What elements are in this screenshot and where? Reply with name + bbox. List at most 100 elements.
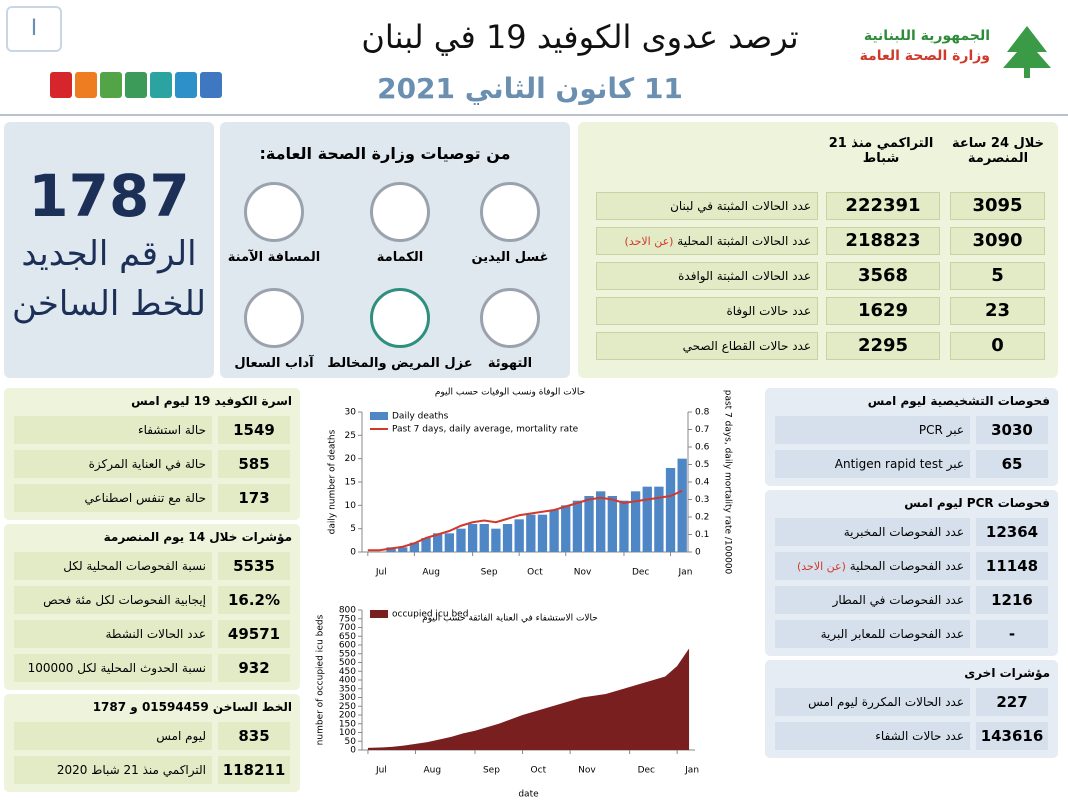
total: 1629 — [826, 297, 940, 325]
y2-tick-label: 0.7 — [695, 425, 709, 435]
value: 227 — [976, 688, 1048, 716]
line — [367, 489, 683, 552]
x-tick-label: Sep — [483, 766, 500, 776]
label: عدد الفحوصات في المطار — [832, 593, 964, 607]
advice-icon — [244, 182, 304, 242]
cedar-logo — [1003, 26, 1051, 78]
x-tick-label: Jul — [375, 766, 387, 776]
bar — [386, 547, 396, 552]
y-tick-label: 400 — [339, 676, 356, 686]
value: 16.2% — [218, 586, 290, 614]
section: اسرة الكوفيد 19 ليوم امس 1549 حالة استشفاء… — [4, 388, 300, 520]
label: ليوم امس — [156, 729, 206, 743]
section-title: اسرة الكوفيد 19 ليوم امس — [131, 394, 292, 408]
y-tick-label: 350 — [339, 684, 356, 694]
bar — [526, 514, 536, 552]
charts: 05101520253000.10.20.30.40.50.60.70.8Jul… — [316, 388, 733, 800]
cases-panel: خلال 24 ساعة المنصرمة التراكمي منذ 21 شبا… — [578, 122, 1058, 378]
x-tick-label: Jul — [375, 568, 387, 578]
y-tick-label: 200 — [339, 711, 356, 721]
col-header: التراكمي منذ 21 شباط — [828, 136, 934, 166]
bar — [619, 500, 629, 552]
row-label: عدد حالات الشفاء — [775, 722, 970, 750]
bar — [537, 514, 548, 552]
value: 12364 — [976, 518, 1048, 546]
bar — [398, 547, 408, 552]
label: عدد الحالات النشطة — [105, 627, 206, 641]
y-tick-label: 50 — [345, 737, 357, 747]
y2-tick-label: 0.6 — [695, 443, 710, 453]
section-title: فحوصات PCR ليوم امس — [904, 496, 1050, 510]
day: 3090 — [950, 227, 1045, 255]
legend-key — [370, 610, 388, 618]
y-tick-label: 100 — [339, 728, 356, 738]
value: 585 — [218, 450, 290, 478]
total: 2295 — [826, 332, 940, 360]
value: 5535 — [218, 552, 290, 580]
label: عدد حالات الشفاء — [875, 729, 964, 743]
legend-label: Daily deaths — [392, 412, 449, 422]
bar — [630, 491, 641, 552]
y-tick-label: 150 — [339, 719, 356, 729]
section: الخط الساخن 01594459 و 1787 835 ليوم امس 11… — [4, 694, 300, 792]
row-label: عدد الفحوصات في المطار — [775, 586, 970, 614]
square — [50, 72, 72, 98]
bar — [514, 519, 524, 552]
day: 23 — [950, 297, 1045, 325]
y-tick-label: 10 — [345, 501, 357, 511]
square — [125, 72, 147, 98]
y-tick-label: 300 — [339, 693, 356, 703]
label: عدد حالات الوفاة — [726, 304, 811, 318]
ministry: وزارة الصحة العامة — [859, 48, 990, 64]
row-label: حالة في العناية المركزة — [14, 450, 212, 478]
x-tick-label: Jan — [684, 766, 699, 776]
advice-label: عزل المريض والمخالط — [327, 356, 473, 371]
row-label: ليوم امس — [14, 722, 212, 750]
chart-title: حالات الوفاة ونسب الوفيات حسب اليوم — [435, 388, 585, 398]
date: 11 كانون الثاني 2021 — [377, 72, 683, 105]
row-label: عدد الفحوصات للمعابر البرية — [775, 620, 970, 648]
row-label: عدد الحالات المثبتة المحلية (عن الاحد) — [596, 227, 818, 255]
x-tick-label: Oct — [527, 568, 543, 578]
x-tick-label: Aug — [424, 766, 442, 776]
advice-label: التهوئة — [487, 356, 533, 371]
row-label: نسبة الحدوث المحلية لكل 100000 — [14, 654, 212, 682]
section-title: فحوصات التشخيصية ليوم امس — [867, 394, 1050, 408]
label: عدد الفحوصات المخبرية — [843, 525, 964, 539]
advice-label: المسافة الآمنة — [227, 250, 321, 265]
row-label: نسبة الفحوصات المحلية لكل 100000 — [14, 552, 212, 601]
bar — [456, 528, 466, 552]
value: 118211 — [218, 756, 290, 784]
label: عدد الحالات المثبتة الوافدة — [678, 269, 811, 283]
section-title: الخط الساخن 01594459 و 1787 — [92, 700, 292, 714]
y-tick-label: 550 — [339, 649, 356, 659]
row-label: عدد الحالات النشطة — [14, 620, 212, 648]
y-tick-label: 800 — [339, 606, 356, 616]
label: حالة مع تنفس اصطناعي — [84, 491, 206, 505]
bar — [421, 538, 431, 552]
value: 65 — [976, 450, 1048, 478]
row-label: عدد حالات الوفاة — [596, 297, 818, 325]
bar — [409, 542, 420, 552]
label: إيجابية الفحوصات لكل مئة فحص — [43, 593, 206, 607]
day: 5 — [950, 262, 1045, 290]
label: عبر PCR — [918, 423, 964, 437]
y-tick-label: 0 — [350, 746, 356, 756]
x-tick-label: Nov — [574, 568, 592, 578]
republic: الجمهورية اللبنانية — [863, 28, 990, 44]
note: (عن الاحد) — [624, 235, 674, 248]
y-tick-label: 600 — [339, 641, 356, 651]
hotline-line1: الرقم الجديد — [21, 234, 197, 274]
row-label: عبر PCR — [775, 416, 970, 444]
advice-label: آداب السعال — [234, 356, 314, 371]
row-label: عدد الحالات المثبتة الوافدة — [596, 262, 818, 290]
section: مؤشرات اخرى 227 عدد الحالات المكررة ليوم ا… — [765, 660, 1058, 758]
label: عدد الحالات المثبتة في لبنان — [670, 199, 811, 213]
y-tick-label: 250 — [339, 702, 356, 712]
badge: I — [6, 6, 62, 52]
value: 3030 — [976, 416, 1048, 444]
title: ترصد عدوى الكوفيد 19 في لبنان — [361, 18, 799, 56]
value: 1549 — [218, 416, 290, 444]
value: 11148 — [976, 552, 1048, 580]
